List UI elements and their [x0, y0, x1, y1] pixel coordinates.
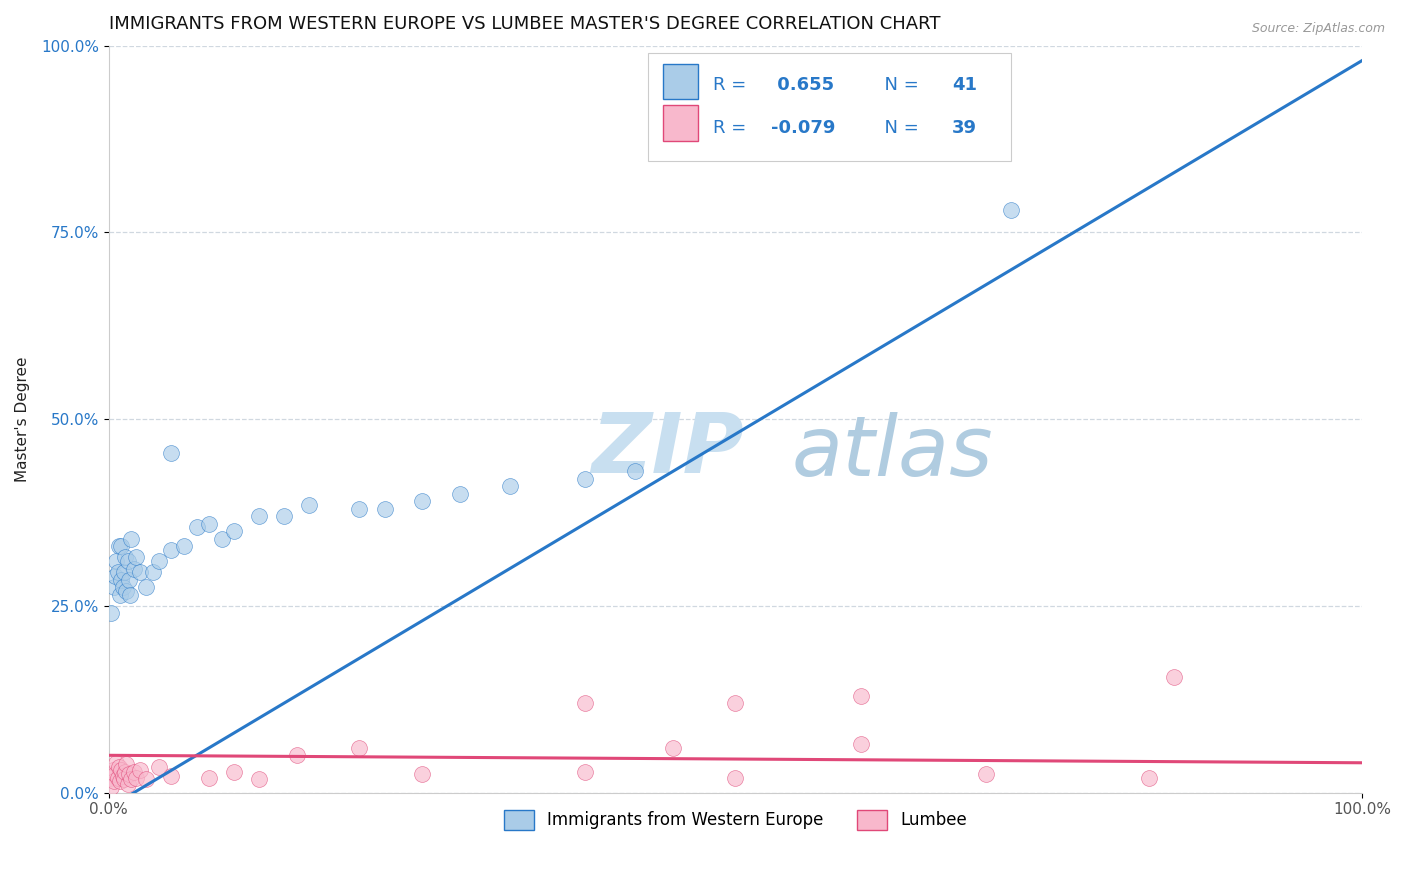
Point: [247, 772, 270, 787]
Point: [574, 472, 596, 486]
Point: [411, 494, 433, 508]
Point: [117, 554, 139, 568]
Bar: [662, 63, 697, 99]
Point: [125, 771, 148, 785]
Point: [112, 566, 135, 580]
Point: [125, 550, 148, 565]
Point: [115, 757, 138, 772]
Text: 0.655: 0.655: [770, 76, 834, 94]
Text: Source: ZipAtlas.com: Source: ZipAtlas.com: [1251, 22, 1385, 36]
Point: [298, 498, 321, 512]
Point: [120, 532, 142, 546]
Point: [100, 607, 122, 621]
Point: [142, 566, 165, 580]
Text: 41: 41: [952, 76, 977, 94]
Point: [349, 501, 371, 516]
Point: [101, 764, 124, 778]
Point: [724, 696, 747, 710]
Point: [129, 566, 152, 580]
Point: [411, 767, 433, 781]
Point: [100, 780, 122, 794]
Point: [373, 501, 395, 516]
Point: [148, 554, 170, 568]
Point: [160, 542, 183, 557]
Point: [107, 566, 129, 580]
Point: [974, 767, 997, 781]
Point: [115, 584, 138, 599]
Point: [198, 516, 221, 531]
Point: [1137, 771, 1160, 785]
Point: [104, 767, 127, 781]
Point: [160, 446, 183, 460]
Point: [499, 479, 522, 493]
Point: [104, 569, 127, 583]
Point: [1000, 202, 1022, 217]
Point: [624, 465, 647, 479]
Point: [224, 524, 246, 539]
Text: R =: R =: [713, 76, 752, 94]
Point: [105, 554, 128, 568]
Text: N =: N =: [873, 76, 925, 94]
Point: [129, 764, 152, 778]
Point: [108, 588, 131, 602]
Point: [849, 737, 872, 751]
Point: [198, 771, 221, 785]
Point: [273, 509, 295, 524]
Point: [160, 769, 183, 783]
Point: [661, 740, 683, 755]
Point: [111, 580, 134, 594]
Text: IMMIGRANTS FROM WESTERN EUROPE VS LUMBEE MASTER'S DEGREE CORRELATION CHART: IMMIGRANTS FROM WESTERN EUROPE VS LUMBEE…: [108, 15, 941, 33]
Y-axis label: Master's Degree: Master's Degree: [15, 357, 30, 482]
Text: R =: R =: [713, 119, 752, 136]
Point: [247, 509, 270, 524]
Text: 39: 39: [952, 119, 977, 136]
Point: [135, 772, 157, 787]
Bar: [662, 105, 697, 141]
Point: [108, 539, 131, 553]
Point: [111, 769, 134, 783]
Point: [120, 588, 142, 602]
Point: [724, 771, 747, 785]
Point: [211, 532, 233, 546]
Point: [103, 774, 125, 789]
Text: atlas: atlas: [792, 412, 994, 493]
Point: [449, 487, 471, 501]
Point: [148, 759, 170, 773]
Point: [173, 539, 195, 553]
Point: [114, 764, 136, 779]
FancyBboxPatch shape: [648, 54, 1011, 161]
Text: -0.079: -0.079: [770, 119, 835, 136]
Point: [118, 767, 141, 781]
Point: [186, 520, 208, 534]
Point: [108, 774, 131, 789]
Point: [118, 573, 141, 587]
Point: [110, 764, 132, 778]
Point: [1163, 670, 1185, 684]
Point: [349, 740, 371, 755]
Point: [122, 561, 145, 575]
Text: ZIP: ZIP: [592, 409, 744, 490]
Point: [98, 771, 121, 785]
Point: [122, 764, 145, 779]
Point: [105, 756, 128, 770]
Point: [120, 772, 142, 787]
Point: [574, 764, 596, 779]
Point: [574, 696, 596, 710]
Point: [285, 748, 308, 763]
Text: N =: N =: [873, 119, 925, 136]
Legend: Immigrants from Western Europe, Lumbee: Immigrants from Western Europe, Lumbee: [498, 803, 973, 837]
Point: [849, 689, 872, 703]
Point: [107, 771, 129, 785]
Point: [112, 772, 135, 787]
Point: [114, 550, 136, 565]
Point: [135, 580, 157, 594]
Point: [110, 539, 132, 553]
Point: [117, 777, 139, 791]
Point: [108, 759, 131, 773]
Point: [110, 573, 132, 587]
Point: [224, 764, 246, 779]
Point: [103, 580, 125, 594]
